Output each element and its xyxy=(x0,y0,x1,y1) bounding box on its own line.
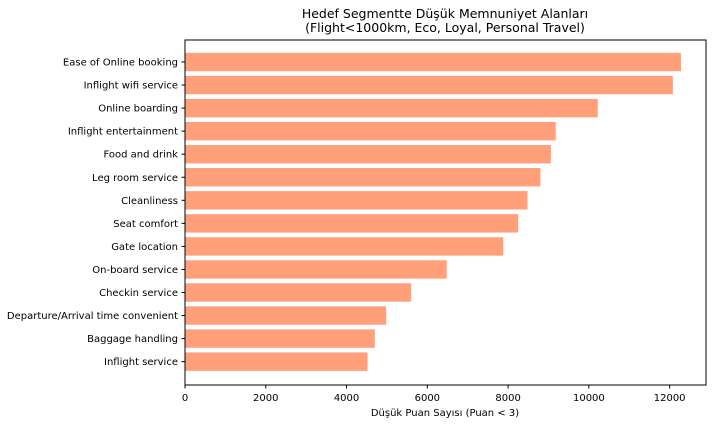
x-tick-label: 8000 xyxy=(495,393,520,404)
plot-frame xyxy=(184,39,707,386)
y-axis-ticks: Ease of Online booking Inflight wifi serv… xyxy=(7,58,185,368)
y-tick-label: Leg room service xyxy=(92,173,178,184)
y-tick-label: Seat comfort xyxy=(113,219,178,230)
x-axis-label: Düşük Puan Sayısı (Puan < 3) xyxy=(371,408,519,419)
x-tick-label: 10000 xyxy=(573,393,605,404)
x-tick-label: 12000 xyxy=(654,393,686,404)
x-tick-label: 6000 xyxy=(415,393,440,404)
x-axis-ticks: 0 2000 4000 6000 8000 10000 12000 xyxy=(182,385,686,404)
bar xyxy=(185,52,681,72)
y-tick-label: Online boarding xyxy=(98,104,178,115)
bar xyxy=(185,283,412,302)
y-tick-label: Baggage handling xyxy=(87,334,178,345)
x-tick-label: 0 xyxy=(182,393,188,404)
bars-group xyxy=(185,52,681,371)
y-tick-label: Cleanliness xyxy=(121,196,178,207)
y-tick-label: Food and drink xyxy=(103,150,178,161)
y-tick-label: Inflight entertainment xyxy=(68,127,178,138)
bar xyxy=(185,329,375,348)
bar xyxy=(185,352,368,371)
bar xyxy=(185,145,551,164)
x-tick-label: 2000 xyxy=(253,393,278,404)
bar xyxy=(185,191,528,210)
y-tick-label: Checkin service xyxy=(99,288,178,299)
y-tick-label: Ease of Online booking xyxy=(63,58,178,69)
y-tick-label: Inflight wifi service xyxy=(84,81,178,92)
y-tick-label: Inflight service xyxy=(104,357,178,368)
y-tick-label: On-board service xyxy=(92,265,178,276)
bar xyxy=(185,306,387,325)
chart-title-line-2: (Flight<1000km, Eco, Loyal, Personal Tra… xyxy=(305,20,585,35)
bar xyxy=(185,237,504,256)
bar xyxy=(185,168,541,187)
bar xyxy=(185,214,519,233)
bar xyxy=(185,260,447,279)
y-tick-label: Departure/Arrival time convenient xyxy=(7,311,178,322)
chart-title-line-1: Hedef Segmentte Düşük Memnuniyet Alanlar… xyxy=(302,6,588,21)
bar xyxy=(185,121,556,141)
bar xyxy=(185,75,673,95)
y-tick-label: Gate location xyxy=(111,242,178,253)
bar xyxy=(185,98,598,118)
x-tick-label: 4000 xyxy=(334,393,359,404)
